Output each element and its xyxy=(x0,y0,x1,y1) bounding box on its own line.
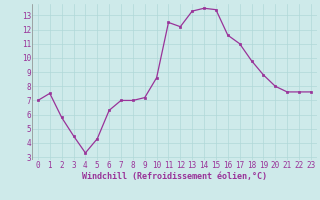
X-axis label: Windchill (Refroidissement éolien,°C): Windchill (Refroidissement éolien,°C) xyxy=(82,172,267,181)
